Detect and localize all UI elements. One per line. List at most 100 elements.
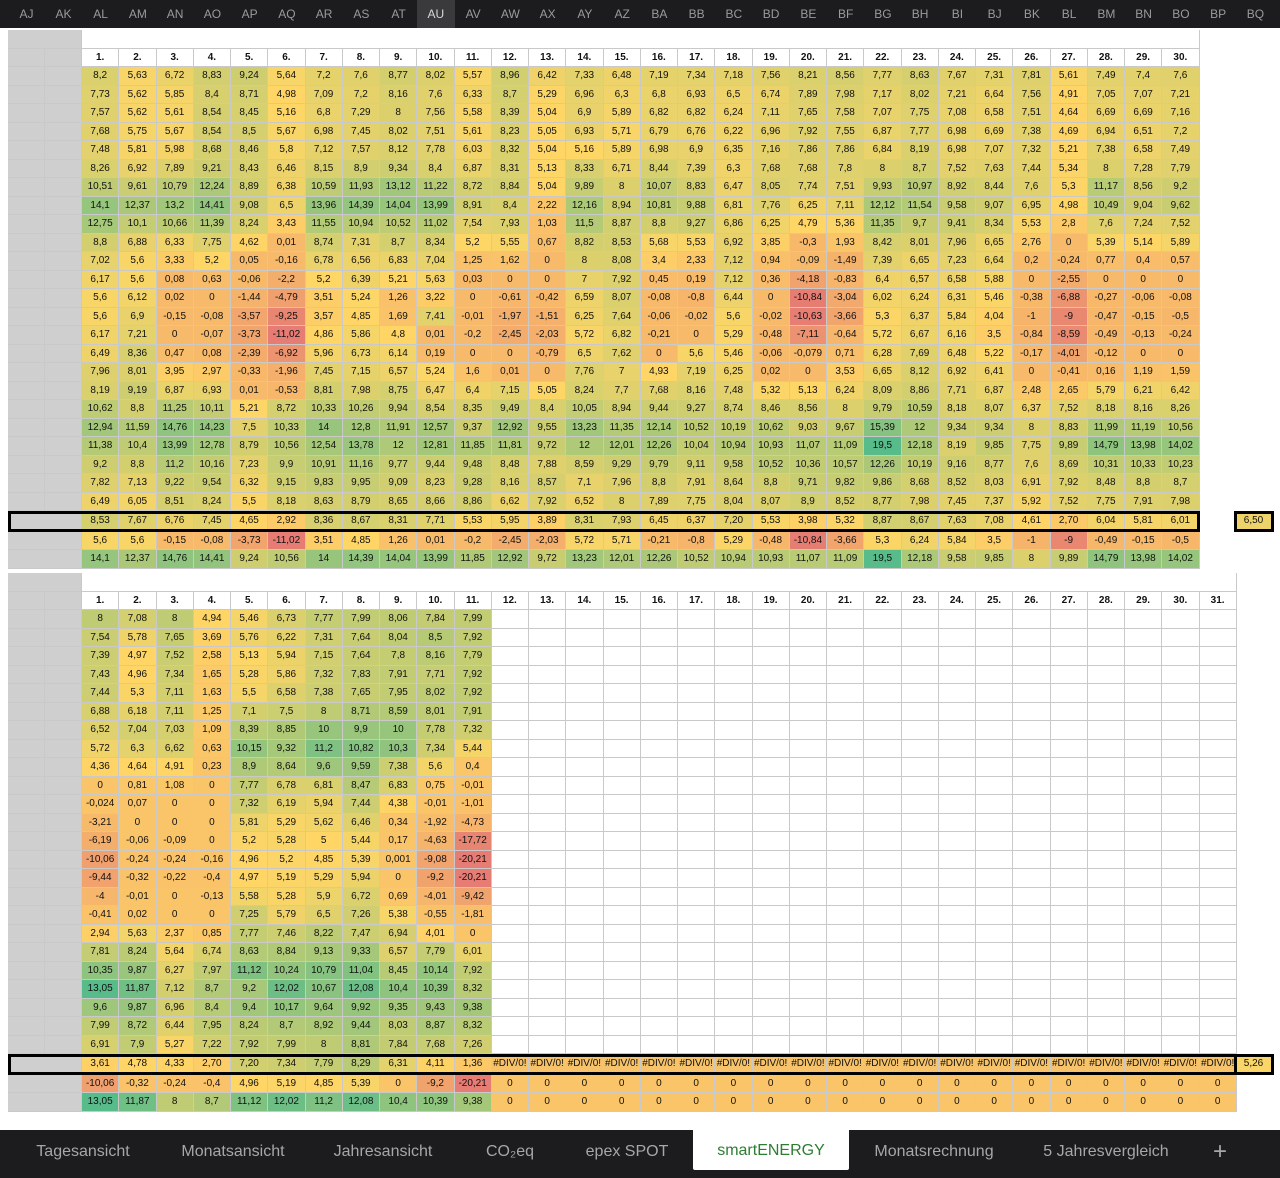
april-value-cell[interactable]: 7,19 — [678, 363, 716, 382]
april-value-cell[interactable]: -0,24 — [1162, 326, 1200, 345]
mai-empty-cell[interactable] — [752, 758, 790, 777]
mai-empty-cell[interactable] — [827, 832, 865, 851]
mai-empty-cell[interactable] — [901, 758, 939, 777]
april-value-cell[interactable]: 7,21 — [119, 326, 157, 345]
mai-mean-cell[interactable]: #DIV/0! — [1050, 1054, 1088, 1075]
mai-value-cell[interactable]: 5,76 — [231, 628, 269, 647]
april-min-cell[interactable]: -9 — [1050, 531, 1088, 550]
mai-mean-cell[interactable]: 7,34 — [268, 1054, 306, 1075]
mai-empty-cell[interactable] — [640, 943, 678, 962]
april-value-cell[interactable]: 6,8 — [305, 104, 343, 123]
april-value-cell[interactable]: 8,63 — [901, 67, 939, 86]
april-value-cell[interactable]: 0 — [752, 289, 790, 308]
mai-value-cell[interactable]: 9,64 — [305, 998, 343, 1017]
april-mean-cell[interactable]: 6,04 — [1087, 511, 1125, 532]
mai-empty-cell[interactable] — [901, 647, 939, 666]
april-value-cell[interactable]: 7,63 — [976, 159, 1014, 178]
mai-empty-cell[interactable] — [566, 869, 604, 888]
mai-empty-cell[interactable] — [827, 610, 865, 629]
april-value-cell[interactable]: 5,55 — [491, 233, 529, 252]
mai-value-cell[interactable]: -4,01 — [417, 887, 455, 906]
april-value-cell[interactable]: 9,58 — [715, 455, 753, 474]
mai-empty-cell[interactable] — [938, 850, 976, 869]
april-value-cell[interactable]: 8,19 — [938, 437, 976, 456]
mai-value-cell[interactable]: 5,9 — [305, 887, 343, 906]
april-max-cell[interactable]: 10,93 — [752, 550, 790, 569]
mai-empty-cell[interactable] — [491, 998, 529, 1017]
mai-empty-cell[interactable] — [1125, 1017, 1163, 1036]
april-max-cell[interactable]: 10,56 — [268, 550, 306, 569]
april-value-cell[interactable]: 0,63 — [193, 270, 231, 289]
april-value-cell[interactable]: -3,73 — [231, 326, 269, 345]
mai-value-cell[interactable]: 4,94 — [193, 610, 231, 629]
april-value-cell[interactable]: 7,56 — [1013, 85, 1051, 104]
mai-value-cell[interactable]: 7,77 — [231, 924, 269, 943]
mai-empty-cell[interactable] — [901, 850, 939, 869]
april-value-cell[interactable]: -2,45 — [491, 326, 529, 345]
april-value-cell[interactable]: 10,19 — [901, 455, 939, 474]
mai-value-cell[interactable]: 7,11 — [156, 684, 194, 703]
april-value-cell[interactable]: -0,16 — [268, 252, 306, 271]
april-value-cell[interactable]: 6,58 — [1125, 141, 1163, 160]
april-mean-cell[interactable]: 7,08 — [976, 511, 1014, 532]
april-value-cell[interactable]: -0,48 — [752, 326, 790, 345]
mai-min-cell[interactable]: 0 — [529, 1074, 567, 1093]
april-value-cell[interactable]: 6,37 — [901, 307, 939, 326]
mai-value-cell[interactable]: 6,94 — [380, 924, 418, 943]
april-value-cell[interactable]: 7,96 — [938, 233, 976, 252]
april-value-cell[interactable]: 6,56 — [342, 252, 380, 271]
mai-value-cell[interactable]: 8 — [305, 1035, 343, 1054]
april-value-cell[interactable]: 12,94 — [82, 418, 120, 437]
april-value-cell[interactable]: 7,56 — [417, 104, 455, 123]
mai-empty-cell[interactable] — [1050, 776, 1088, 795]
mai-empty-cell[interactable] — [1013, 776, 1051, 795]
mai-value-cell[interactable]: 5,81 — [231, 813, 269, 832]
column-header-as[interactable]: AS — [353, 7, 370, 21]
april-min-cell[interactable]: 3,51 — [305, 531, 343, 550]
april-value-cell[interactable]: 7,48 — [82, 141, 120, 160]
mai-empty-cell[interactable] — [901, 776, 939, 795]
april-min-cell[interactable]: -2,45 — [491, 531, 529, 550]
april-value-cell[interactable]: 2,65 — [1050, 381, 1088, 400]
april-value-cell[interactable]: -0,02 — [678, 307, 716, 326]
mai-value-cell[interactable]: 9,87 — [119, 998, 157, 1017]
april-value-cell[interactable]: 5,62 — [119, 104, 157, 123]
column-header-bp[interactable]: BP — [1210, 7, 1227, 21]
mai-empty-cell[interactable] — [491, 628, 529, 647]
april-value-cell[interactable]: 5,2 — [454, 233, 492, 252]
mai-empty-cell[interactable] — [715, 610, 753, 629]
mai-empty-cell[interactable] — [603, 702, 641, 721]
mai-empty-cell[interactable] — [752, 702, 790, 721]
mai-empty-cell[interactable] — [1013, 998, 1051, 1017]
mai-empty-cell[interactable] — [491, 887, 529, 906]
mai-empty-cell[interactable] — [1050, 795, 1088, 814]
april-value-cell[interactable]: 14 — [305, 418, 343, 437]
mai-value-cell[interactable]: 7,92 — [454, 665, 492, 684]
april-value-cell[interactable]: 7,18 — [715, 67, 753, 86]
april-value-cell[interactable]: 5,53 — [1013, 215, 1051, 234]
mai-empty-cell[interactable] — [1199, 906, 1237, 925]
april-value-cell[interactable]: 0 — [678, 326, 716, 345]
april-value-cell[interactable]: 7,88 — [529, 455, 567, 474]
april-min-cell[interactable]: -2,03 — [529, 531, 567, 550]
mai-empty-cell[interactable] — [864, 924, 902, 943]
april-value-cell[interactable]: -1,96 — [268, 363, 306, 382]
april-value-cell[interactable]: 8,66 — [417, 492, 455, 511]
mai-empty-cell[interactable] — [976, 980, 1014, 999]
april-value-cell[interactable]: 7,98 — [827, 85, 865, 104]
mai-value-cell[interactable]: -4,73 — [454, 813, 492, 832]
mai-empty-cell[interactable] — [752, 610, 790, 629]
april-value-cell[interactable]: -2,2 — [268, 270, 306, 289]
mai-empty-cell[interactable] — [901, 1035, 939, 1054]
april-value-cell[interactable]: 8,34 — [417, 233, 455, 252]
mai-min-cell[interactable]: -9,2 — [417, 1074, 455, 1093]
mai-empty-cell[interactable] — [715, 1017, 753, 1036]
mai-empty-cell[interactable] — [1013, 869, 1051, 888]
april-value-cell[interactable]: 0 — [529, 252, 567, 271]
mai-value-cell[interactable]: 8,71 — [342, 702, 380, 721]
april-value-cell[interactable]: 7,41 — [417, 307, 455, 326]
april-value-cell[interactable]: 0,2 — [1013, 252, 1051, 271]
april-value-cell[interactable]: 8,07 — [976, 400, 1014, 419]
april-value-cell[interactable]: 8,94 — [603, 400, 641, 419]
mai-empty-cell[interactable] — [976, 758, 1014, 777]
